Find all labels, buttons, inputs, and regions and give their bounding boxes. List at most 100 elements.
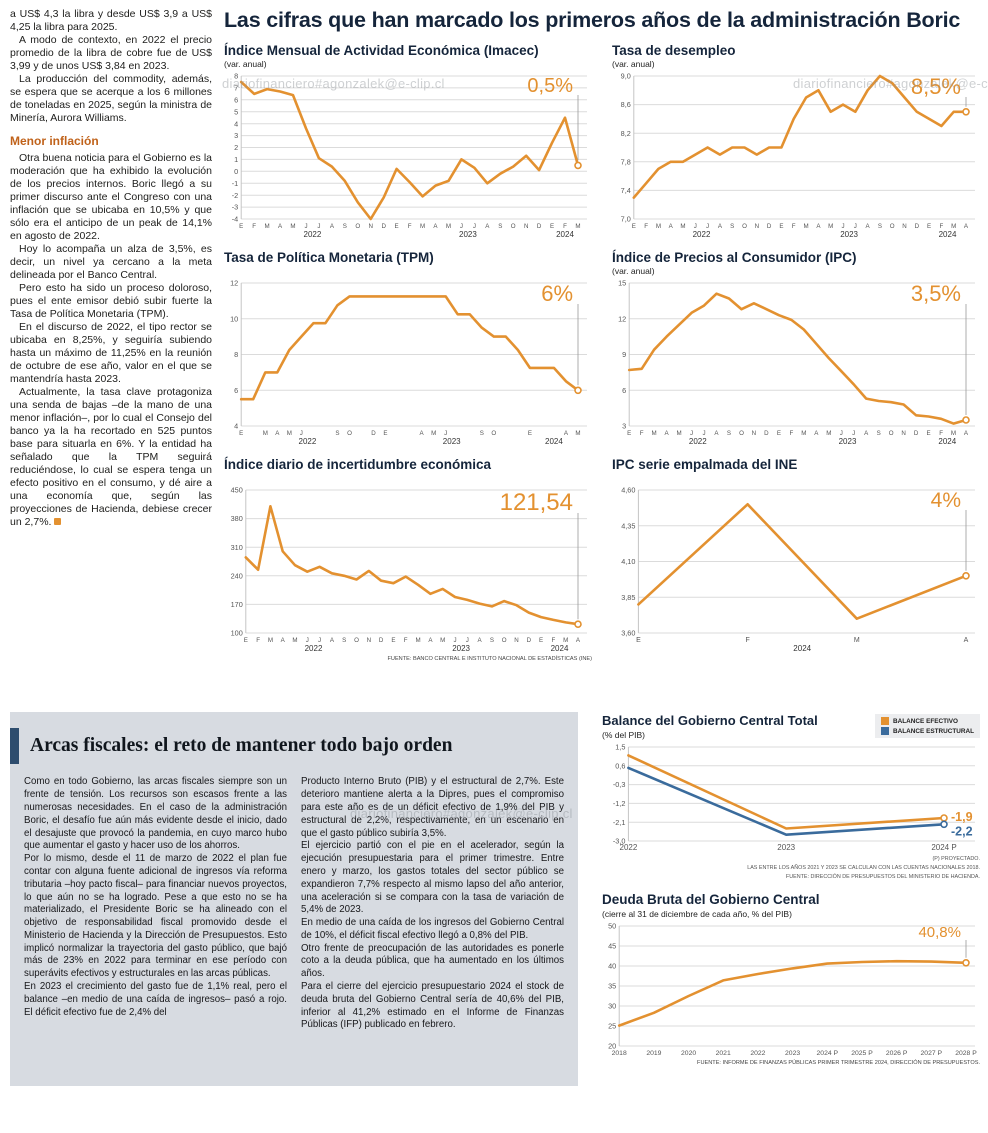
svg-text:-2,1: -2,1 — [613, 818, 626, 827]
svg-text:7: 7 — [234, 84, 238, 93]
legend-item-efectivo: BALANCE EFECTIVO — [881, 717, 974, 726]
svg-text:E: E — [239, 430, 243, 437]
svg-text:E: E — [632, 223, 636, 230]
svg-text:S: S — [342, 637, 346, 644]
fiscal-columns: Como en todo Gobierno, las arcas fiscale… — [24, 776, 564, 1032]
footnote: LAS ENTRE LOS AÑOS 2021 Y 2023 SE CALCUL… — [747, 865, 980, 872]
balance-chart-header: Balance del Gobierno Central Total (% de… — [602, 714, 980, 741]
chart-title: Tasa de desempleo — [612, 43, 736, 58]
balance-line-chart: 1,5 0,6 -0,3 -1,2 -2,1 -3,0 2022 2023 2024 P -1,9… — [602, 741, 980, 853]
svg-text:M: M — [951, 430, 956, 437]
svg-text:M: M — [446, 223, 451, 230]
svg-text:J: J — [460, 223, 463, 230]
svg-text:M: M — [854, 637, 860, 644]
svg-text:A: A — [669, 223, 674, 230]
svg-text:-1,9: -1,9 — [951, 810, 973, 824]
svg-text:8,6: 8,6 — [621, 100, 631, 109]
svg-text:M: M — [801, 430, 806, 437]
svg-text:4: 4 — [234, 422, 238, 431]
svg-text:3,5%: 3,5% — [911, 281, 961, 306]
svg-text:N: N — [367, 637, 371, 644]
balance-footnotes: (P) PROYECTADO. LAS ENTRE LOS AÑOS 2021 … — [602, 855, 980, 883]
fiscal-paragraph: Para el cierre del ejercicio presupuesta… — [301, 981, 564, 1031]
svg-text:M: M — [263, 430, 268, 437]
svg-text:4,10: 4,10 — [621, 557, 635, 566]
svg-text:S: S — [727, 430, 731, 437]
svg-text:2023: 2023 — [785, 1050, 800, 1057]
svg-text:O: O — [355, 223, 360, 230]
svg-text:N: N — [755, 223, 759, 230]
fiscal-column-1: Como en todo Gobierno, las arcas fiscale… — [24, 776, 287, 1032]
fiscal-paragraph: Otro frente de preocupación de las autor… — [301, 942, 564, 980]
fiscal-charts: Balance del Gobierno Central Total (% de… — [578, 712, 980, 1086]
svg-text:A: A — [665, 430, 670, 437]
svg-text:8,5%: 8,5% — [911, 74, 961, 99]
svg-text:A: A — [718, 223, 723, 230]
chart-card-ipc-empalmada: IPC serie empalmada del INE 4,60 4,35 4,10… — [612, 457, 980, 662]
chart-title: Índice Mensual de Actividad Económica (I… — [224, 43, 539, 58]
svg-text:2022: 2022 — [693, 230, 711, 239]
svg-text:E: E — [927, 223, 931, 230]
svg-text:N: N — [902, 223, 906, 230]
svg-text:E: E — [539, 637, 543, 644]
svg-text:6: 6 — [622, 386, 626, 395]
svg-text:-2,2: -2,2 — [951, 824, 973, 838]
svg-text:25: 25 — [608, 1021, 616, 1030]
svg-text:S: S — [730, 223, 734, 230]
charts-section: Las cifras que han marcado los primeros … — [212, 6, 980, 662]
svg-text:E: E — [627, 430, 631, 437]
desempleo-line-chart: 9,0 8,6 8,2 7,8 7,4 7,0 E F M A M J J A S O N D E F M A M J J A S O… — [612, 70, 980, 240]
svg-text:4,35: 4,35 — [621, 522, 635, 531]
svg-text:40: 40 — [608, 961, 616, 970]
ipc-empalmada-line-chart: 4,60 4,35 4,10 3,85 3,60 E F M A 2024 4% — [612, 484, 980, 654]
fiscal-paragraph: En 2023 el crecimiento del gasto fue de … — [24, 981, 287, 1018]
svg-text:7,8: 7,8 — [621, 158, 631, 167]
svg-text:100: 100 — [231, 629, 243, 638]
legend-item-estructural: BALANCE ESTRUCTURAL — [881, 727, 974, 736]
svg-text:M: M — [292, 637, 297, 644]
svg-text:0: 0 — [234, 167, 238, 176]
svg-text:J: J — [453, 637, 456, 644]
svg-text:2020: 2020 — [681, 1050, 696, 1057]
svg-text:N: N — [514, 637, 518, 644]
svg-text:1,5: 1,5 — [615, 742, 625, 751]
svg-text:F: F — [252, 223, 256, 230]
svg-text:F: F — [644, 223, 648, 230]
svg-text:50: 50 — [608, 921, 616, 930]
svg-text:-0,3: -0,3 — [613, 780, 626, 789]
svg-text:20: 20 — [608, 1041, 616, 1050]
svg-text:3,85: 3,85 — [621, 593, 635, 602]
chart-title: Índice de Precios al Consumidor (IPC) — [612, 250, 857, 266]
svg-text:2023: 2023 — [840, 230, 858, 239]
svg-text:2024: 2024 — [939, 230, 957, 239]
svg-text:M: M — [826, 430, 831, 437]
svg-text:A: A — [714, 430, 719, 437]
svg-text:D: D — [764, 430, 769, 437]
svg-text:J: J — [690, 430, 693, 437]
chart-title: Balance del Gobierno Central Total — [602, 713, 818, 729]
svg-text:450: 450 — [231, 486, 243, 495]
legend-label: BALANCE ESTRUCTURAL — [893, 727, 974, 735]
svg-text:2025 P: 2025 P — [851, 1050, 873, 1057]
svg-text:2023: 2023 — [452, 644, 470, 653]
svg-text:E: E — [777, 430, 781, 437]
legend-swatch-estructural — [881, 727, 890, 736]
chart-subtitle: (var. anual) — [224, 59, 267, 70]
svg-text:M: M — [951, 223, 956, 230]
svg-text:F: F — [790, 430, 794, 437]
svg-text:240: 240 — [231, 572, 243, 581]
svg-text:J: J — [694, 223, 697, 230]
svg-text:M: M — [420, 223, 425, 230]
svg-text:O: O — [889, 430, 894, 437]
article-paragraph: La producción del commodity, además, se … — [10, 73, 212, 125]
svg-text:A: A — [576, 637, 581, 644]
svg-text:12: 12 — [618, 315, 626, 324]
svg-text:F: F — [792, 223, 796, 230]
svg-text:J: J — [317, 223, 320, 230]
balance-legend: BALANCE EFECTIVO BALANCE ESTRUCTURAL — [875, 714, 980, 739]
fiscal-title: Arcas fiscales: el reto de mantener todo… — [30, 735, 453, 757]
svg-text:M: M — [656, 223, 661, 230]
section-subhead: Menor inflación — [10, 134, 99, 149]
article-paragraph: Hoy lo acompaña un alza de 3,5%, es deci… — [10, 243, 212, 282]
svg-text:M: M — [416, 637, 421, 644]
